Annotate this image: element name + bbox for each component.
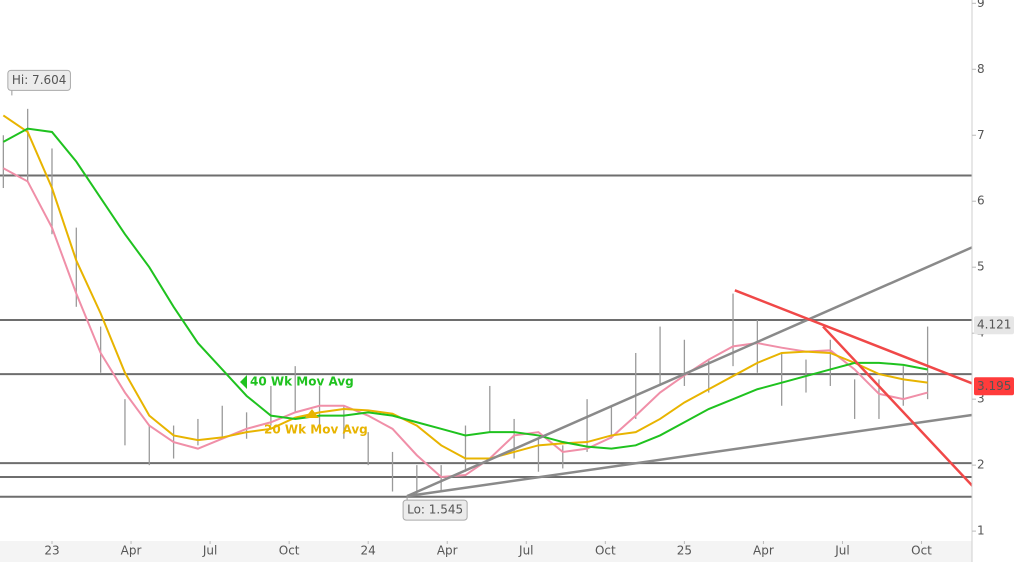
x-axis-band — [0, 541, 972, 562]
x-tick-label: Apr — [437, 544, 458, 558]
moving-average-line — [2, 167, 928, 479]
x-tick-label: 24 — [361, 544, 376, 558]
x-tick-label: Apr — [753, 544, 774, 558]
x-tick-label: Jul — [202, 544, 217, 558]
y-axis-band — [972, 0, 1024, 562]
x-tick-label: Jul — [834, 544, 849, 558]
x-tick-label: Oct — [595, 544, 616, 558]
y-tick-label: 1 — [977, 524, 985, 538]
y-tick-label: 6 — [977, 194, 985, 208]
y-tick-label: 7 — [977, 128, 985, 142]
x-tick-label: Oct — [911, 544, 932, 558]
annotation-label: Lo: 1.545 — [407, 503, 463, 517]
x-tick-label: 23 — [44, 544, 59, 558]
price-label-box — [974, 377, 1014, 396]
x-tick-label: Apr — [121, 544, 142, 558]
trend-line — [406, 413, 973, 498]
ma-pointer — [240, 375, 247, 389]
plot-area: Hi: 7.604 Lo: 1.545 — [0, 69, 1001, 521]
x-tick-label: Oct — [279, 544, 300, 558]
y-tick-label: 2 — [977, 458, 985, 472]
trend-line — [822, 325, 1001, 517]
ma-pointer — [305, 409, 319, 418]
y-tick-label: 3 — [977, 392, 985, 406]
moving-average-line — [2, 127, 928, 450]
trend-line — [406, 246, 973, 498]
x-tick-label: 25 — [677, 544, 692, 558]
y-tick-label: 9 — [977, 0, 985, 10]
price-label: 4.121 — [977, 318, 1011, 332]
trend-line — [734, 289, 973, 385]
annotation-box — [7, 69, 71, 91]
annotation-label: Hi: 7.604 — [12, 73, 67, 87]
ma-label: 40 Wk Mov Avg — [250, 375, 354, 389]
price-label-box — [974, 316, 1014, 335]
ma-label: 20 Wk Mov Avg — [264, 423, 368, 437]
price-label: 3.195 — [977, 379, 1011, 393]
annotation-box — [402, 499, 468, 521]
axes: 12345678923AprJulOct24AprJulOct25AprJulO… — [44, 0, 1014, 558]
x-tick-label: Jul — [518, 544, 533, 558]
y-tick-label: 5 — [977, 260, 985, 274]
y-tick-label: 8 — [977, 62, 985, 76]
moving-average-line — [2, 114, 928, 460]
